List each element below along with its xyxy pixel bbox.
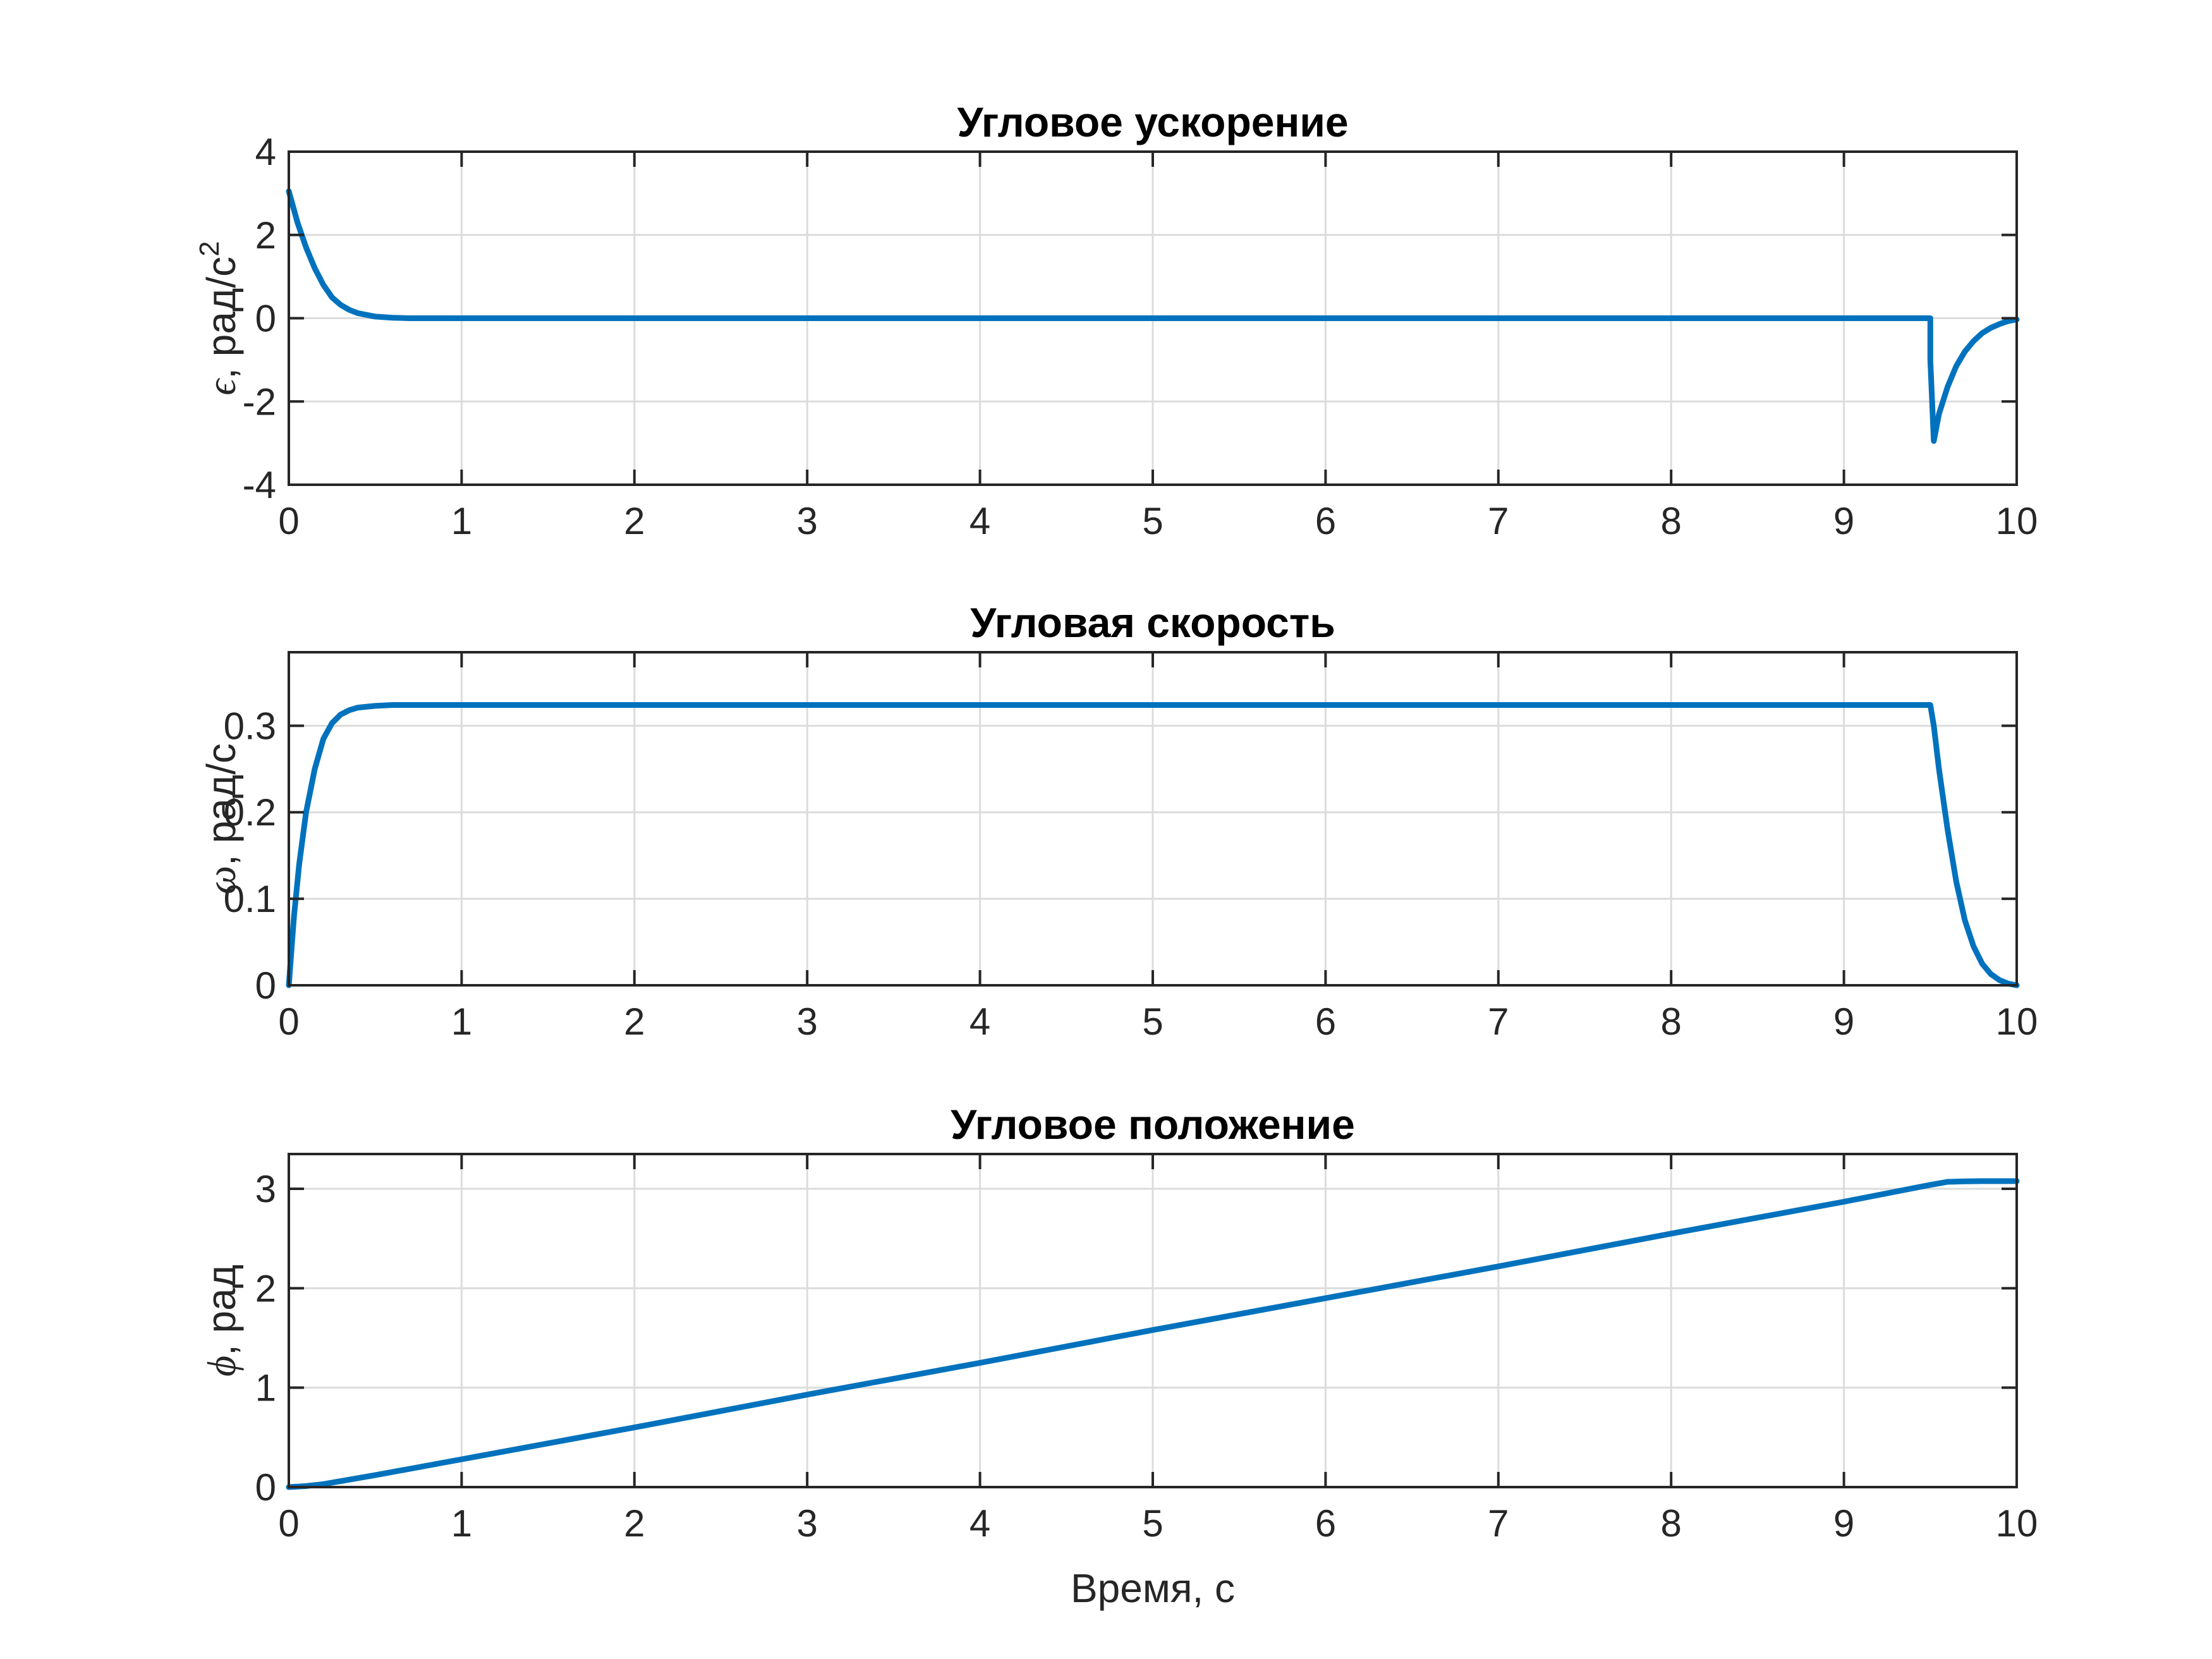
y-tick-label: 2 — [255, 1267, 276, 1310]
x-tick-label: 5 — [1142, 1000, 1163, 1043]
y-axis-label: ω, рад/с — [198, 743, 244, 894]
data-series-line — [286, 188, 2020, 444]
x-tick-label: 2 — [624, 500, 645, 542]
x-tick-label: 6 — [1315, 1502, 1336, 1545]
data-series-line — [286, 702, 2020, 988]
y-tick-label: -4 — [243, 464, 276, 506]
x-tick-label: 5 — [1142, 1502, 1163, 1545]
y-tick-label: 0.1 — [224, 878, 276, 920]
x-tick-label: 6 — [1315, 1000, 1336, 1043]
x-tick-label: 4 — [969, 1502, 990, 1545]
y-tick-label: 2 — [255, 214, 276, 257]
y-axis-unit: , рад/с — [198, 257, 244, 379]
x-tick-label: 7 — [1488, 1502, 1509, 1545]
x-axis-label: Время, с — [1071, 1565, 1235, 1611]
subplot-2: 0 1 2 3 4 5 6 7 8 9 10 0 0.1 0.2 0.3 Угловая скорость ω,… — [198, 599, 2038, 1043]
y-tick-label: 3 — [255, 1168, 276, 1210]
x-tick-label: 3 — [797, 500, 818, 542]
y-tick-label: 0.2 — [224, 791, 276, 834]
x-tick-label: 2 — [624, 1000, 645, 1043]
y-tick-label: 0 — [255, 298, 276, 340]
y-axis-symbol: ϕ — [199, 1356, 244, 1376]
x-tick-label: 9 — [1833, 500, 1854, 542]
x-tick-label: 8 — [1661, 500, 1682, 542]
x-tick-label: 3 — [797, 1502, 818, 1545]
subplot-3: 0 1 2 3 4 5 6 7 8 9 10 0 1 2 3 Угловое положение ϕ, рад В… — [198, 1101, 2038, 1611]
x-tick-label: 4 — [969, 1000, 990, 1043]
x-tick-label: 4 — [969, 500, 990, 542]
x-tick-label: 10 — [1996, 500, 2038, 542]
y-axis-unit: , рад/с — [198, 743, 244, 866]
y-tick-label: 1 — [255, 1367, 276, 1409]
y-axis-symbol: ω — [199, 866, 244, 894]
x-tick-label: 5 — [1142, 500, 1163, 542]
y-tick-label: -2 — [243, 380, 276, 423]
x-tick-label: 1 — [451, 1502, 472, 1545]
x-tick-label: 1 — [451, 500, 472, 542]
x-tick-label: 0 — [278, 500, 299, 542]
y-tick-label: 4 — [255, 131, 276, 173]
x-tick-label: 9 — [1833, 1000, 1854, 1043]
x-tick-label: 1 — [451, 1000, 472, 1043]
x-tick-label: 0 — [278, 1502, 299, 1545]
x-tick-label: 8 — [1661, 1502, 1682, 1545]
y-axis-label: ϕ, рад — [198, 1265, 244, 1376]
y-axis-symbol: ϵ — [199, 378, 244, 396]
y-tick-label: 0.3 — [224, 705, 276, 747]
x-tick-label: 0 — [278, 1000, 299, 1043]
x-tick-label: 6 — [1315, 500, 1336, 542]
y-axis-unit: , рад — [198, 1265, 244, 1356]
subplot-title: Угловое ускорение — [957, 99, 1348, 145]
x-tick-label: 9 — [1833, 1502, 1854, 1545]
y-tick-label: 0 — [255, 1466, 276, 1509]
subplot-title: Угловая скорость — [970, 599, 1335, 646]
data-series-line — [286, 1178, 2020, 1490]
y-axis-label: ϵ, рад/с2 — [194, 241, 244, 395]
y-axis-unit-superscript: 2 — [194, 241, 225, 256]
x-tick-label: 10 — [1996, 1502, 2038, 1545]
x-tick-label: 10 — [1996, 1000, 2038, 1043]
x-tick-label: 7 — [1488, 500, 1509, 542]
subplot-title: Угловое положение — [951, 1101, 1355, 1148]
x-tick-label: 3 — [797, 1000, 818, 1043]
x-tick-label: 2 — [624, 1502, 645, 1545]
x-tick-label: 8 — [1661, 1000, 1682, 1043]
subplot-1: 0 1 2 3 4 5 6 7 8 9 10 -4 -2 0 2 4 Угловое ускорение ϵ, р… — [194, 99, 2038, 542]
y-tick-label: 0 — [255, 964, 276, 1007]
x-tick-label: 7 — [1488, 1000, 1509, 1043]
